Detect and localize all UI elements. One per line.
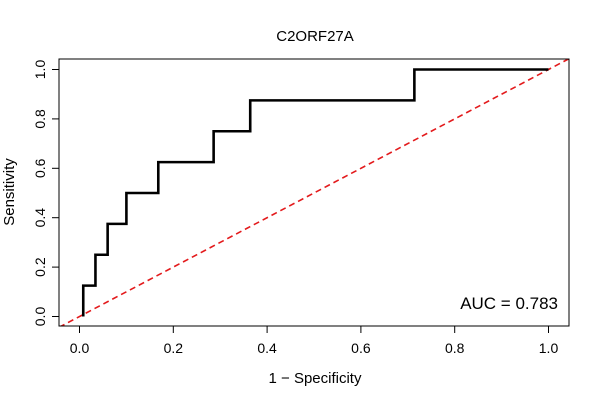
x-axis-label: 1 − Specificity <box>269 370 362 387</box>
plot-area <box>59 59 569 326</box>
x-tick-label: 0.2 <box>164 340 184 356</box>
x-tick-label: 1.0 <box>539 340 559 356</box>
y-tick-label: 1.0 <box>32 60 48 80</box>
y-axis-label: Sensitivity <box>1 158 18 226</box>
y-tick-label: 0.0 <box>32 307 48 327</box>
reference-diagonal-line <box>59 59 569 326</box>
x-tick-label: 0.6 <box>351 340 371 356</box>
roc-curve-line <box>81 68 549 317</box>
x-tick-label: 0.8 <box>445 340 465 356</box>
y-tick-label: 0.8 <box>32 109 48 129</box>
x-tick-label: 0.0 <box>70 340 90 356</box>
chart-title: C2ORF27A <box>276 28 354 45</box>
y-axis: 0.0 0.2 0.4 0.6 0.8 1.0 <box>32 60 59 327</box>
y-tick-label: 0.2 <box>32 257 48 277</box>
x-tick-label: 0.4 <box>257 340 277 356</box>
y-tick-label: 0.4 <box>32 208 48 228</box>
x-axis: 0.0 0.2 0.4 0.6 0.8 1.0 <box>70 326 559 356</box>
auc-annotation: AUC = 0.783 <box>460 294 558 313</box>
y-tick-label: 0.6 <box>32 158 48 178</box>
plot-border <box>58 58 570 327</box>
